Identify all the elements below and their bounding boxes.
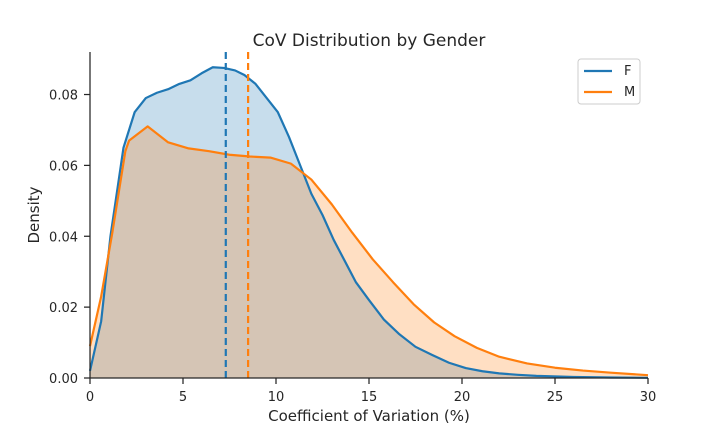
ticks: 0 5 10 15 20 25 30 0.00 0.02 0.04 0.06 0.08	[49, 89, 656, 405]
x-tick-label: 15	[361, 390, 378, 405]
y-axis-label: Density	[25, 186, 43, 243]
y-tick-label: 0.02	[49, 301, 78, 316]
y-tick-label: 0.04	[49, 230, 78, 245]
x-axis-label: Coefficient of Variation (%)	[268, 407, 470, 425]
chart-title: CoV Distribution by Gender	[253, 31, 486, 51]
y-tick-label: 0.00	[49, 372, 78, 387]
legend: F M	[577, 58, 641, 105]
y-tick-label: 0.08	[49, 89, 78, 104]
area-fill-f	[90, 67, 648, 379]
area-fill-m	[90, 126, 648, 378]
x-tick-label: 10	[268, 390, 285, 405]
plot-area	[88, 52, 649, 379]
y-tick-label: 0.06	[49, 159, 78, 174]
x-tick-label: 5	[179, 390, 187, 405]
x-tick-label: 25	[547, 390, 564, 405]
x-tick-label: 20	[454, 390, 471, 405]
density-line-f	[88, 66, 649, 379]
x-tick-label: 0	[86, 390, 94, 405]
legend-label-m: M	[624, 85, 635, 100]
density-line-m	[88, 125, 649, 377]
x-tick-label: 30	[640, 390, 657, 405]
legend-label-f: F	[624, 64, 631, 79]
